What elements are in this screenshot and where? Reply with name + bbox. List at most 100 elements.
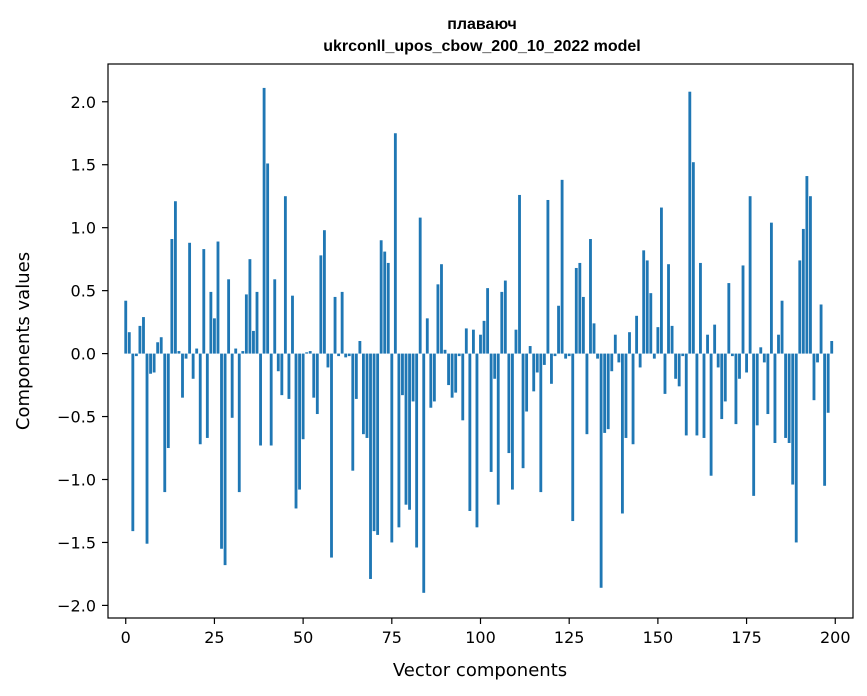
bar-3	[134, 353, 138, 357]
bar-17	[184, 353, 188, 359]
bar-35	[248, 259, 252, 354]
bar-16	[181, 353, 184, 398]
bar-5	[142, 317, 145, 354]
bar-13	[170, 239, 174, 354]
bar-44	[280, 353, 284, 396]
bar-96	[464, 328, 468, 354]
x-tick-label: 50	[293, 628, 313, 647]
bar-39	[262, 87, 266, 354]
bar-27	[220, 353, 223, 549]
bar-189	[794, 353, 798, 543]
bar-162	[699, 262, 702, 354]
bar-152	[663, 353, 667, 394]
bar-187	[787, 353, 791, 443]
bar-133	[596, 353, 599, 359]
bar-0	[124, 300, 128, 354]
bar-36	[252, 330, 255, 354]
bar-146	[642, 250, 646, 354]
bar-134	[599, 353, 603, 588]
bar-85	[425, 318, 429, 354]
y-axis: −2.0 −1.5 −1.0 −0.5 0.0 0.5 1.0 1.5 2.0	[57, 93, 108, 615]
bar-175	[745, 353, 748, 373]
bar-42	[273, 279, 277, 354]
bar-142	[628, 332, 631, 354]
bar-24	[209, 291, 213, 354]
bar-131	[589, 239, 592, 354]
y-tick-label: 0.5	[71, 282, 96, 301]
bar-148	[649, 293, 653, 354]
bar-72	[379, 240, 383, 354]
bar-170	[727, 283, 731, 354]
bar-185	[780, 300, 784, 354]
bar-60	[337, 353, 341, 357]
bar-87	[432, 353, 436, 402]
x-axis: 0 25 50 75 100 125 150 175 200	[121, 618, 851, 647]
bar-43	[276, 353, 280, 372]
chart-title: плаваюч	[447, 16, 517, 33]
bar-149	[652, 353, 656, 359]
bar-92	[450, 353, 454, 398]
bar-132	[592, 323, 596, 354]
x-tick-label: 75	[382, 628, 402, 647]
bar-25	[213, 318, 216, 354]
bar-32	[237, 353, 241, 493]
bar-188	[791, 353, 795, 485]
bar-130	[585, 353, 589, 435]
bar-101	[482, 320, 486, 354]
x-tick-label: 200	[820, 628, 851, 647]
bar-154	[670, 325, 674, 354]
bar-70	[372, 353, 376, 532]
bar-192	[805, 176, 809, 354]
bar-147	[645, 260, 649, 354]
bar-136	[606, 353, 610, 430]
bar-186	[784, 353, 788, 438]
bar-123	[560, 179, 564, 354]
y-axis-label: Components values	[13, 252, 34, 430]
x-axis-label: Vector components	[393, 660, 567, 681]
bar-86	[429, 353, 433, 408]
bar-195	[816, 353, 819, 363]
bar-183	[773, 353, 777, 443]
bar-141	[624, 353, 628, 438]
bar-176	[748, 196, 752, 354]
bar-114	[528, 346, 532, 354]
bar-94	[457, 353, 461, 357]
bar-166	[713, 324, 717, 354]
bar-119	[546, 199, 550, 354]
bar-47	[291, 295, 294, 354]
bar-63	[347, 353, 351, 357]
bar-164	[706, 334, 709, 354]
bar-116	[535, 353, 539, 373]
plot-frame	[107, 63, 854, 619]
bar-66	[358, 341, 362, 354]
bar-19	[191, 353, 195, 379]
bar-182	[769, 222, 773, 354]
bar-78	[401, 353, 404, 396]
bar-140	[620, 353, 624, 514]
bar-163	[702, 353, 706, 438]
bar-137	[610, 353, 614, 372]
bar-56	[322, 230, 326, 354]
bar-199	[830, 341, 834, 354]
bar-104	[493, 353, 497, 379]
bar-121	[553, 353, 557, 357]
bar-83	[418, 217, 422, 354]
bar-90	[443, 349, 447, 354]
bar-145	[638, 353, 642, 368]
bar-84	[422, 353, 426, 593]
bar-118	[542, 353, 546, 365]
bar-37	[255, 291, 259, 354]
bar-193	[809, 196, 812, 354]
bar-168	[720, 353, 724, 420]
bar-111	[518, 194, 521, 354]
bar-173	[738, 353, 741, 379]
x-tick-label: 150	[643, 628, 674, 647]
bar-129	[581, 296, 585, 354]
bar-184	[777, 334, 780, 354]
bar-50	[301, 353, 305, 440]
bar-124	[564, 353, 568, 359]
y-tick-label: 0.0	[71, 345, 96, 364]
bar-126	[571, 353, 575, 522]
bar-6	[145, 353, 149, 544]
bar-62	[344, 353, 348, 358]
